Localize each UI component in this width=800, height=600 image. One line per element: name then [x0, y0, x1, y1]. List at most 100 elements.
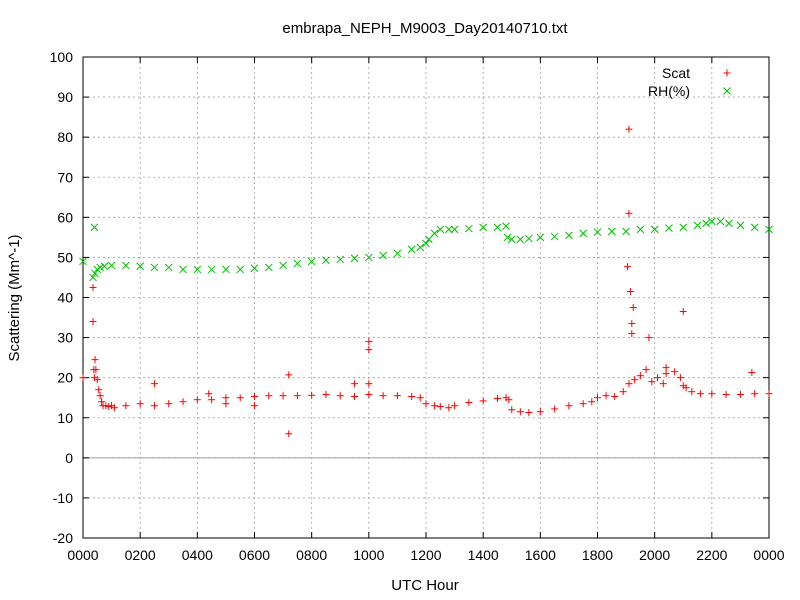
- chart-title: embrapa_NEPH_M9003_Day20140710.txt: [282, 20, 568, 37]
- scat-point: [625, 209, 633, 217]
- cross-b: [536, 233, 545, 242]
- cross-b: [89, 273, 97, 282]
- scat-point: [662, 364, 670, 372]
- scat-point: [285, 430, 293, 438]
- cross-b: [79, 257, 87, 266]
- rh-point: [279, 261, 287, 270]
- cross-b: [179, 265, 187, 274]
- scat-point: [89, 318, 97, 326]
- scat-point: [451, 402, 459, 410]
- rh-point: [593, 228, 602, 237]
- x-tick-label: 1000: [353, 547, 384, 563]
- scat-point: [645, 334, 653, 342]
- scat-point: [648, 378, 656, 386]
- rh-point: [725, 219, 733, 228]
- rh-point: [393, 249, 402, 258]
- scat-point: [308, 391, 316, 399]
- rh-point: [107, 261, 116, 270]
- cross-b: [607, 227, 616, 236]
- rh-point: [193, 265, 202, 274]
- rh-point: [707, 217, 716, 226]
- cross-b: [91, 269, 99, 278]
- cross-b: [750, 223, 759, 232]
- scat-point: [236, 394, 244, 402]
- scat-point: [222, 400, 230, 408]
- scat-point: [91, 356, 99, 364]
- rh-point: [693, 221, 702, 230]
- cross-b: [122, 261, 130, 270]
- rh-point: [364, 253, 373, 262]
- scat-point: [351, 393, 359, 401]
- scat-point: [365, 391, 373, 399]
- scat-point: [676, 374, 684, 382]
- cross-b: [725, 219, 733, 228]
- scat-point: [708, 390, 716, 398]
- cross-b: [650, 225, 659, 234]
- cross-b: [565, 231, 573, 240]
- rh-point: [79, 257, 87, 266]
- scat-point: [222, 394, 230, 402]
- scat-point: [748, 368, 756, 376]
- scat-point: [751, 390, 759, 398]
- scat-point: [579, 400, 587, 408]
- scat-point: [365, 338, 373, 346]
- x-tick-label: 0000: [67, 547, 98, 563]
- cross-b: [90, 223, 99, 232]
- scat-point: [525, 409, 533, 417]
- scat-point: [611, 393, 619, 401]
- cross-b: [479, 223, 488, 232]
- rh-point: [736, 221, 745, 230]
- cross-b: [716, 217, 725, 226]
- rh-point: [765, 225, 773, 234]
- scat-point: [98, 398, 106, 406]
- scat-point: [736, 391, 744, 399]
- cross-b: [264, 263, 273, 272]
- rh-point: [465, 224, 473, 233]
- scat-point: [89, 283, 97, 291]
- scat-point: [625, 380, 633, 388]
- scat-point: [436, 403, 444, 411]
- rh-point: [650, 225, 659, 234]
- legend-label-scat: Scat: [662, 65, 690, 81]
- cross-b: [364, 253, 373, 262]
- cross-b: [445, 225, 453, 234]
- scat-point: [696, 390, 704, 398]
- cross-b: [150, 263, 159, 272]
- scat-point: [565, 402, 573, 410]
- rh-point: [416, 243, 425, 252]
- legend-marker-scat: [723, 69, 731, 77]
- scat-point: [624, 263, 632, 271]
- scat-point: [679, 308, 687, 316]
- y-tick-label: 70: [57, 169, 73, 185]
- x-tick-label: 0800: [296, 547, 327, 563]
- cross-b: [407, 245, 416, 254]
- x-tick-label: 2200: [696, 547, 727, 563]
- rh-point: [207, 265, 216, 274]
- rh-point: [550, 232, 559, 241]
- cross-b: [322, 256, 330, 265]
- scat-point: [631, 376, 639, 384]
- cross-b: [350, 254, 359, 263]
- scat-point: [208, 396, 216, 404]
- cross-b: [279, 261, 287, 270]
- scat-point: [505, 396, 513, 404]
- scat-point: [765, 390, 773, 398]
- scat-point: [688, 388, 696, 396]
- legend-label-rh: RH(%): [648, 83, 690, 99]
- scat-point: [365, 380, 373, 388]
- rh-point: [702, 219, 710, 228]
- scat-point: [625, 125, 633, 133]
- y-tick-label: 80: [57, 129, 73, 145]
- rh-point: [136, 262, 145, 271]
- scat-point: [90, 374, 98, 382]
- scat-point: [416, 394, 424, 402]
- scat-point: [122, 402, 130, 410]
- scat-point: [431, 402, 439, 410]
- scat-point: [165, 400, 173, 408]
- cross-b: [450, 225, 459, 234]
- cross-b: [430, 229, 439, 238]
- cross-b: [636, 225, 645, 234]
- rh-point: [579, 229, 588, 238]
